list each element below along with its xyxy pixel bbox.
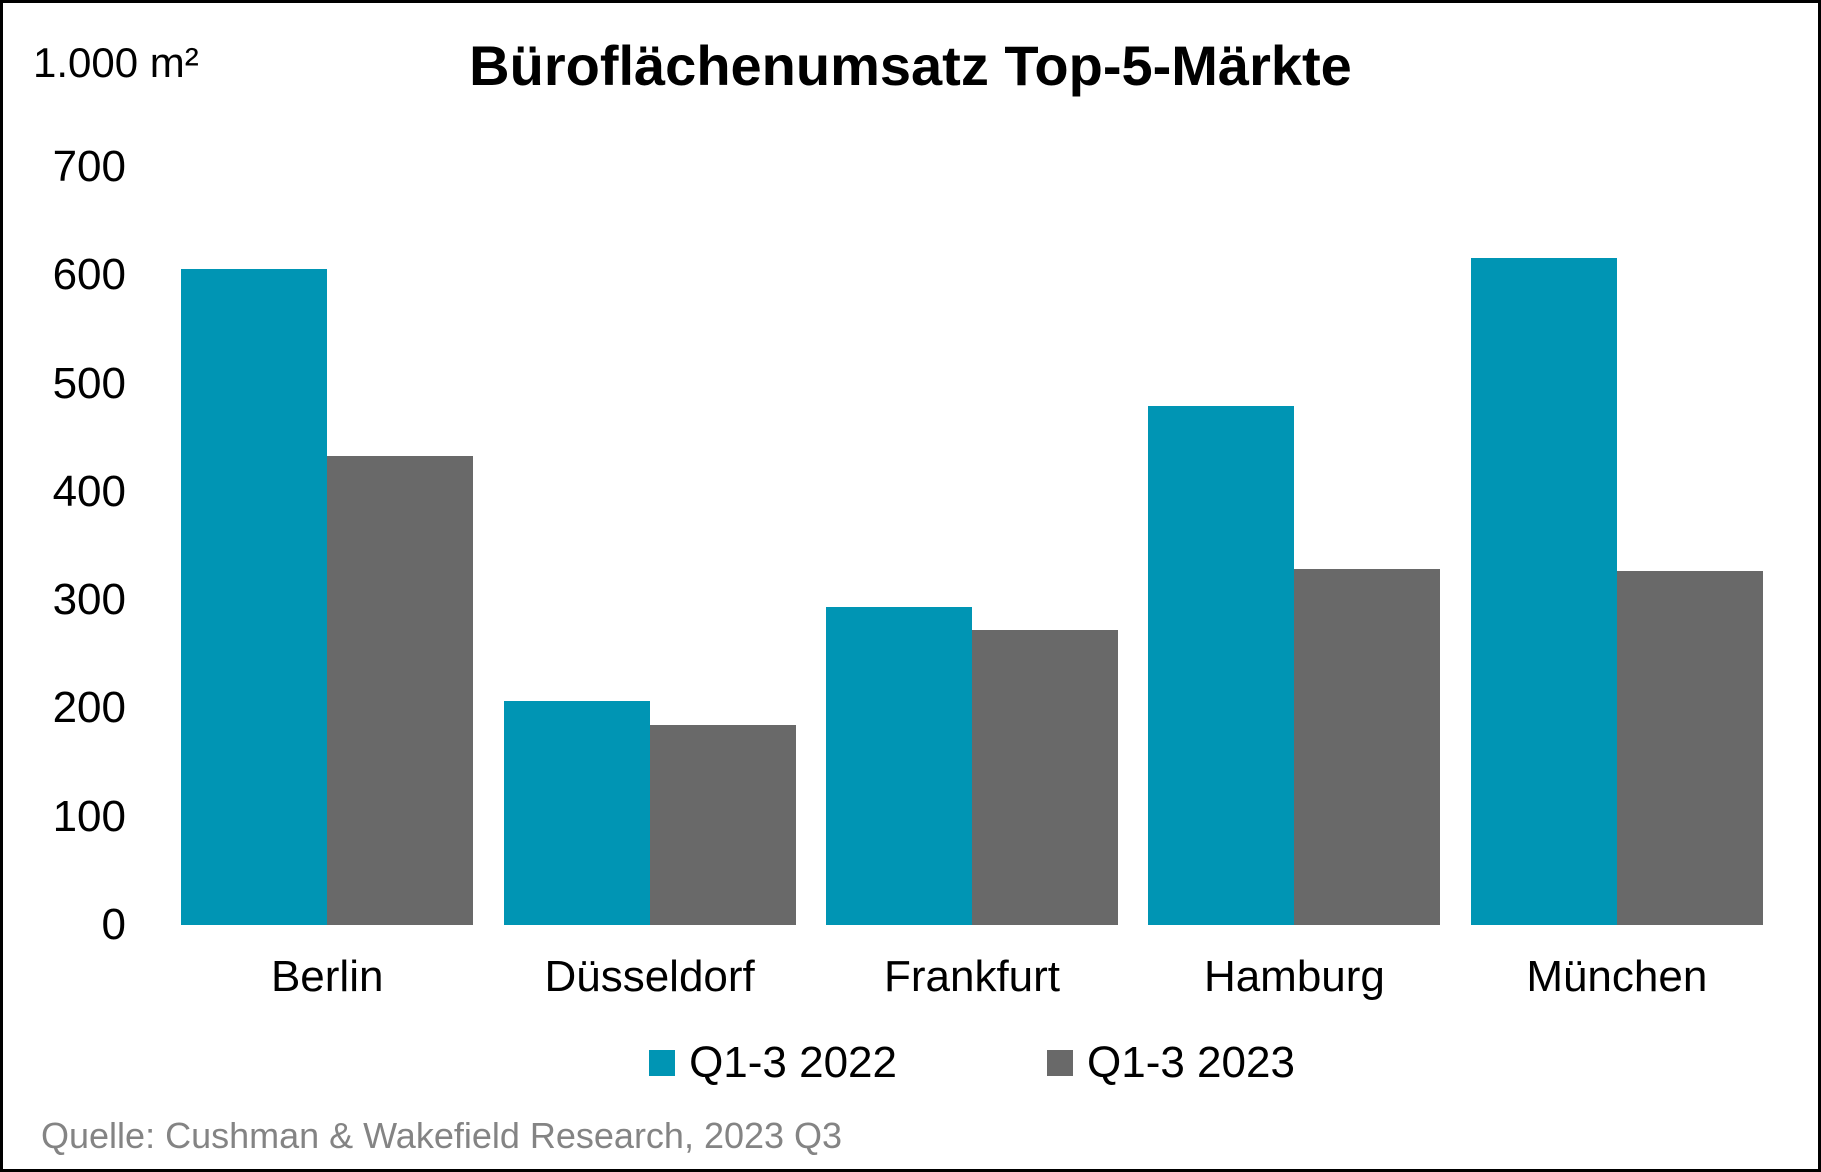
legend-label: Q1-3 2023	[1087, 1038, 1295, 1087]
bar-group-hamburg	[1133, 167, 1455, 925]
bar-berlin-q1-3-2023	[327, 456, 474, 925]
category-label-hamburg: Hamburg	[1203, 952, 1385, 1001]
bar-group-frankfurt	[811, 167, 1133, 925]
y-tick-label: 700	[52, 142, 126, 191]
bar-hamburg-q1-3-2022	[1148, 406, 1295, 925]
y-tick-label: 100	[52, 791, 126, 841]
bar-hamburg-q1-3-2023	[1294, 568, 1441, 925]
bar-münchen-q1-3-2023	[1616, 570, 1763, 925]
y-tick-label: 300	[52, 575, 126, 625]
chart-title: Büroflächenumsatz Top-5-Märkte	[469, 34, 1352, 97]
category-label-düsseldorf: Düsseldorf	[544, 952, 755, 1001]
bar-berlin-q1-3-2022	[181, 268, 328, 925]
y-tick-label: 0	[101, 900, 126, 949]
legend-swatch-icon	[649, 1050, 676, 1076]
x-axis-category-labels: Berlin Düsseldorf Frankfurt Hamburg München	[166, 951, 1778, 1003]
legend-swatch-icon	[1047, 1050, 1073, 1076]
legend-label: Q1-3 2022	[689, 1038, 897, 1087]
bar-group-berlin	[166, 167, 488, 925]
legend: Q1-3 2022 Q1-3 2023	[166, 1037, 1778, 1089]
y-tick-label: 400	[52, 466, 126, 516]
bar-düsseldorf-q1-3-2022	[503, 700, 650, 925]
y-tick-label: 500	[52, 358, 126, 408]
category-label-frankfurt: Frankfurt	[883, 952, 1061, 1001]
plot-area	[166, 167, 1778, 925]
legend-item-q1-3-2022: Q1-3 2022	[649, 1037, 897, 1089]
bar-frankfurt-q1-3-2023	[972, 630, 1119, 925]
y-axis-unit-label: 1.000 m²	[33, 39, 199, 86]
bar-düsseldorf-q1-3-2023	[649, 724, 796, 925]
source-note: Quelle: Cushman & Wakefield Research, 20…	[41, 1115, 843, 1156]
y-tick-label: 200	[52, 683, 126, 733]
legend-item-q1-3-2023: Q1-3 2023	[1047, 1037, 1295, 1089]
y-axis: 700 600 500 400 300 200 100 0	[3, 143, 126, 949]
bar-group-münchen	[1456, 167, 1778, 925]
bar-group-düsseldorf	[488, 167, 810, 925]
y-tick-label: 600	[52, 250, 126, 300]
bar-frankfurt-q1-3-2022	[826, 606, 973, 925]
category-label-berlin: Berlin	[270, 952, 384, 1001]
category-label-münchen: München	[1526, 952, 1708, 1001]
bar-münchen-q1-3-2022	[1470, 257, 1617, 925]
